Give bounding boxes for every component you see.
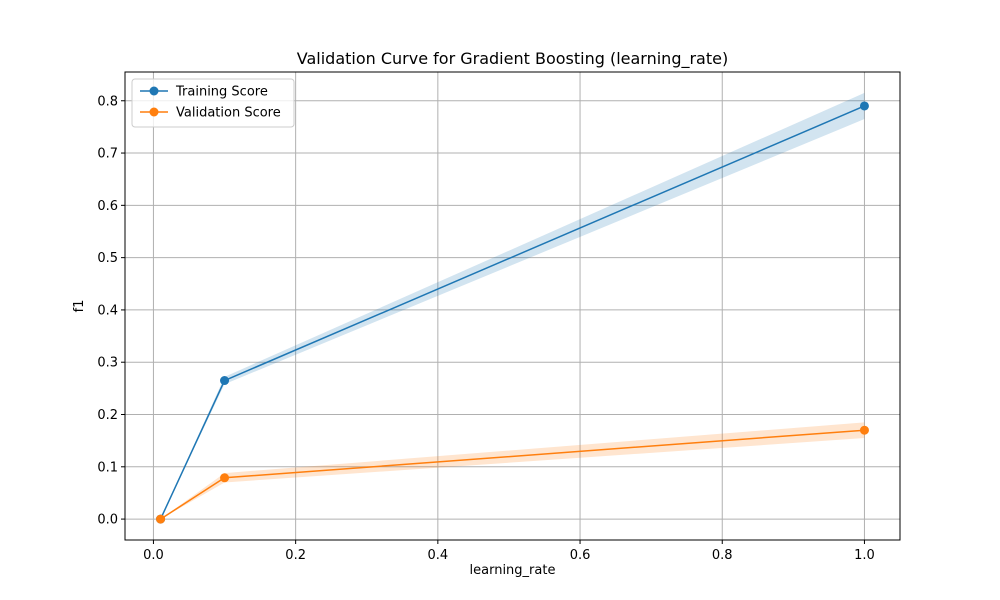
x-axis-title: learning_rate (470, 563, 556, 578)
y-tick-label: 0.7 (97, 147, 118, 162)
y-tick-label: 0.0 (97, 513, 118, 528)
x-tick-label: 0.8 (712, 548, 733, 563)
y-tick-label: 0.3 (97, 356, 118, 371)
axis-ticks: 0.0 0.2 0.4 0.6 0.8 1.0 0.0 0.1 0.2 0.3 0.4 0.5 0.6 0… (97, 94, 874, 563)
y-tick-label: 0.8 (97, 94, 118, 109)
y-tick-label: 0.2 (97, 408, 118, 423)
x-tick-label: 0.0 (143, 548, 164, 563)
confidence-band-series-2 (160, 422, 865, 520)
data-point (220, 376, 230, 386)
y-tick-label: 0.5 (97, 251, 118, 266)
legend: Training Score Validation Score (131, 78, 295, 128)
data-point (859, 101, 869, 111)
x-tick-label: 1.0 (854, 548, 875, 563)
series-lines (156, 101, 869, 524)
data-point (156, 514, 166, 524)
x-tick-label: 0.4 (428, 548, 449, 563)
x-tick-label: 0.2 (285, 548, 306, 563)
y-tick-label: 0.1 (97, 460, 118, 475)
y-tick-label: 0.6 (97, 199, 118, 214)
y-axis-title: f1 (72, 300, 87, 313)
confidence-bands (160, 92, 865, 520)
plot-area-frame (124, 71, 901, 541)
chart-title: Validation Curve for Gradient Boosting (… (297, 49, 728, 69)
legend-swatch-marker (149, 86, 159, 96)
x-tick-label: 0.6 (570, 548, 591, 563)
legend-swatch-marker (149, 107, 159, 117)
legend-label: Training Score (175, 85, 268, 100)
grid (125, 72, 900, 540)
y-tick-label: 0.4 (97, 303, 118, 318)
legend-box (131, 78, 295, 128)
data-point (859, 425, 869, 435)
data-point (220, 473, 230, 483)
legend-label: Validation Score (176, 106, 281, 121)
